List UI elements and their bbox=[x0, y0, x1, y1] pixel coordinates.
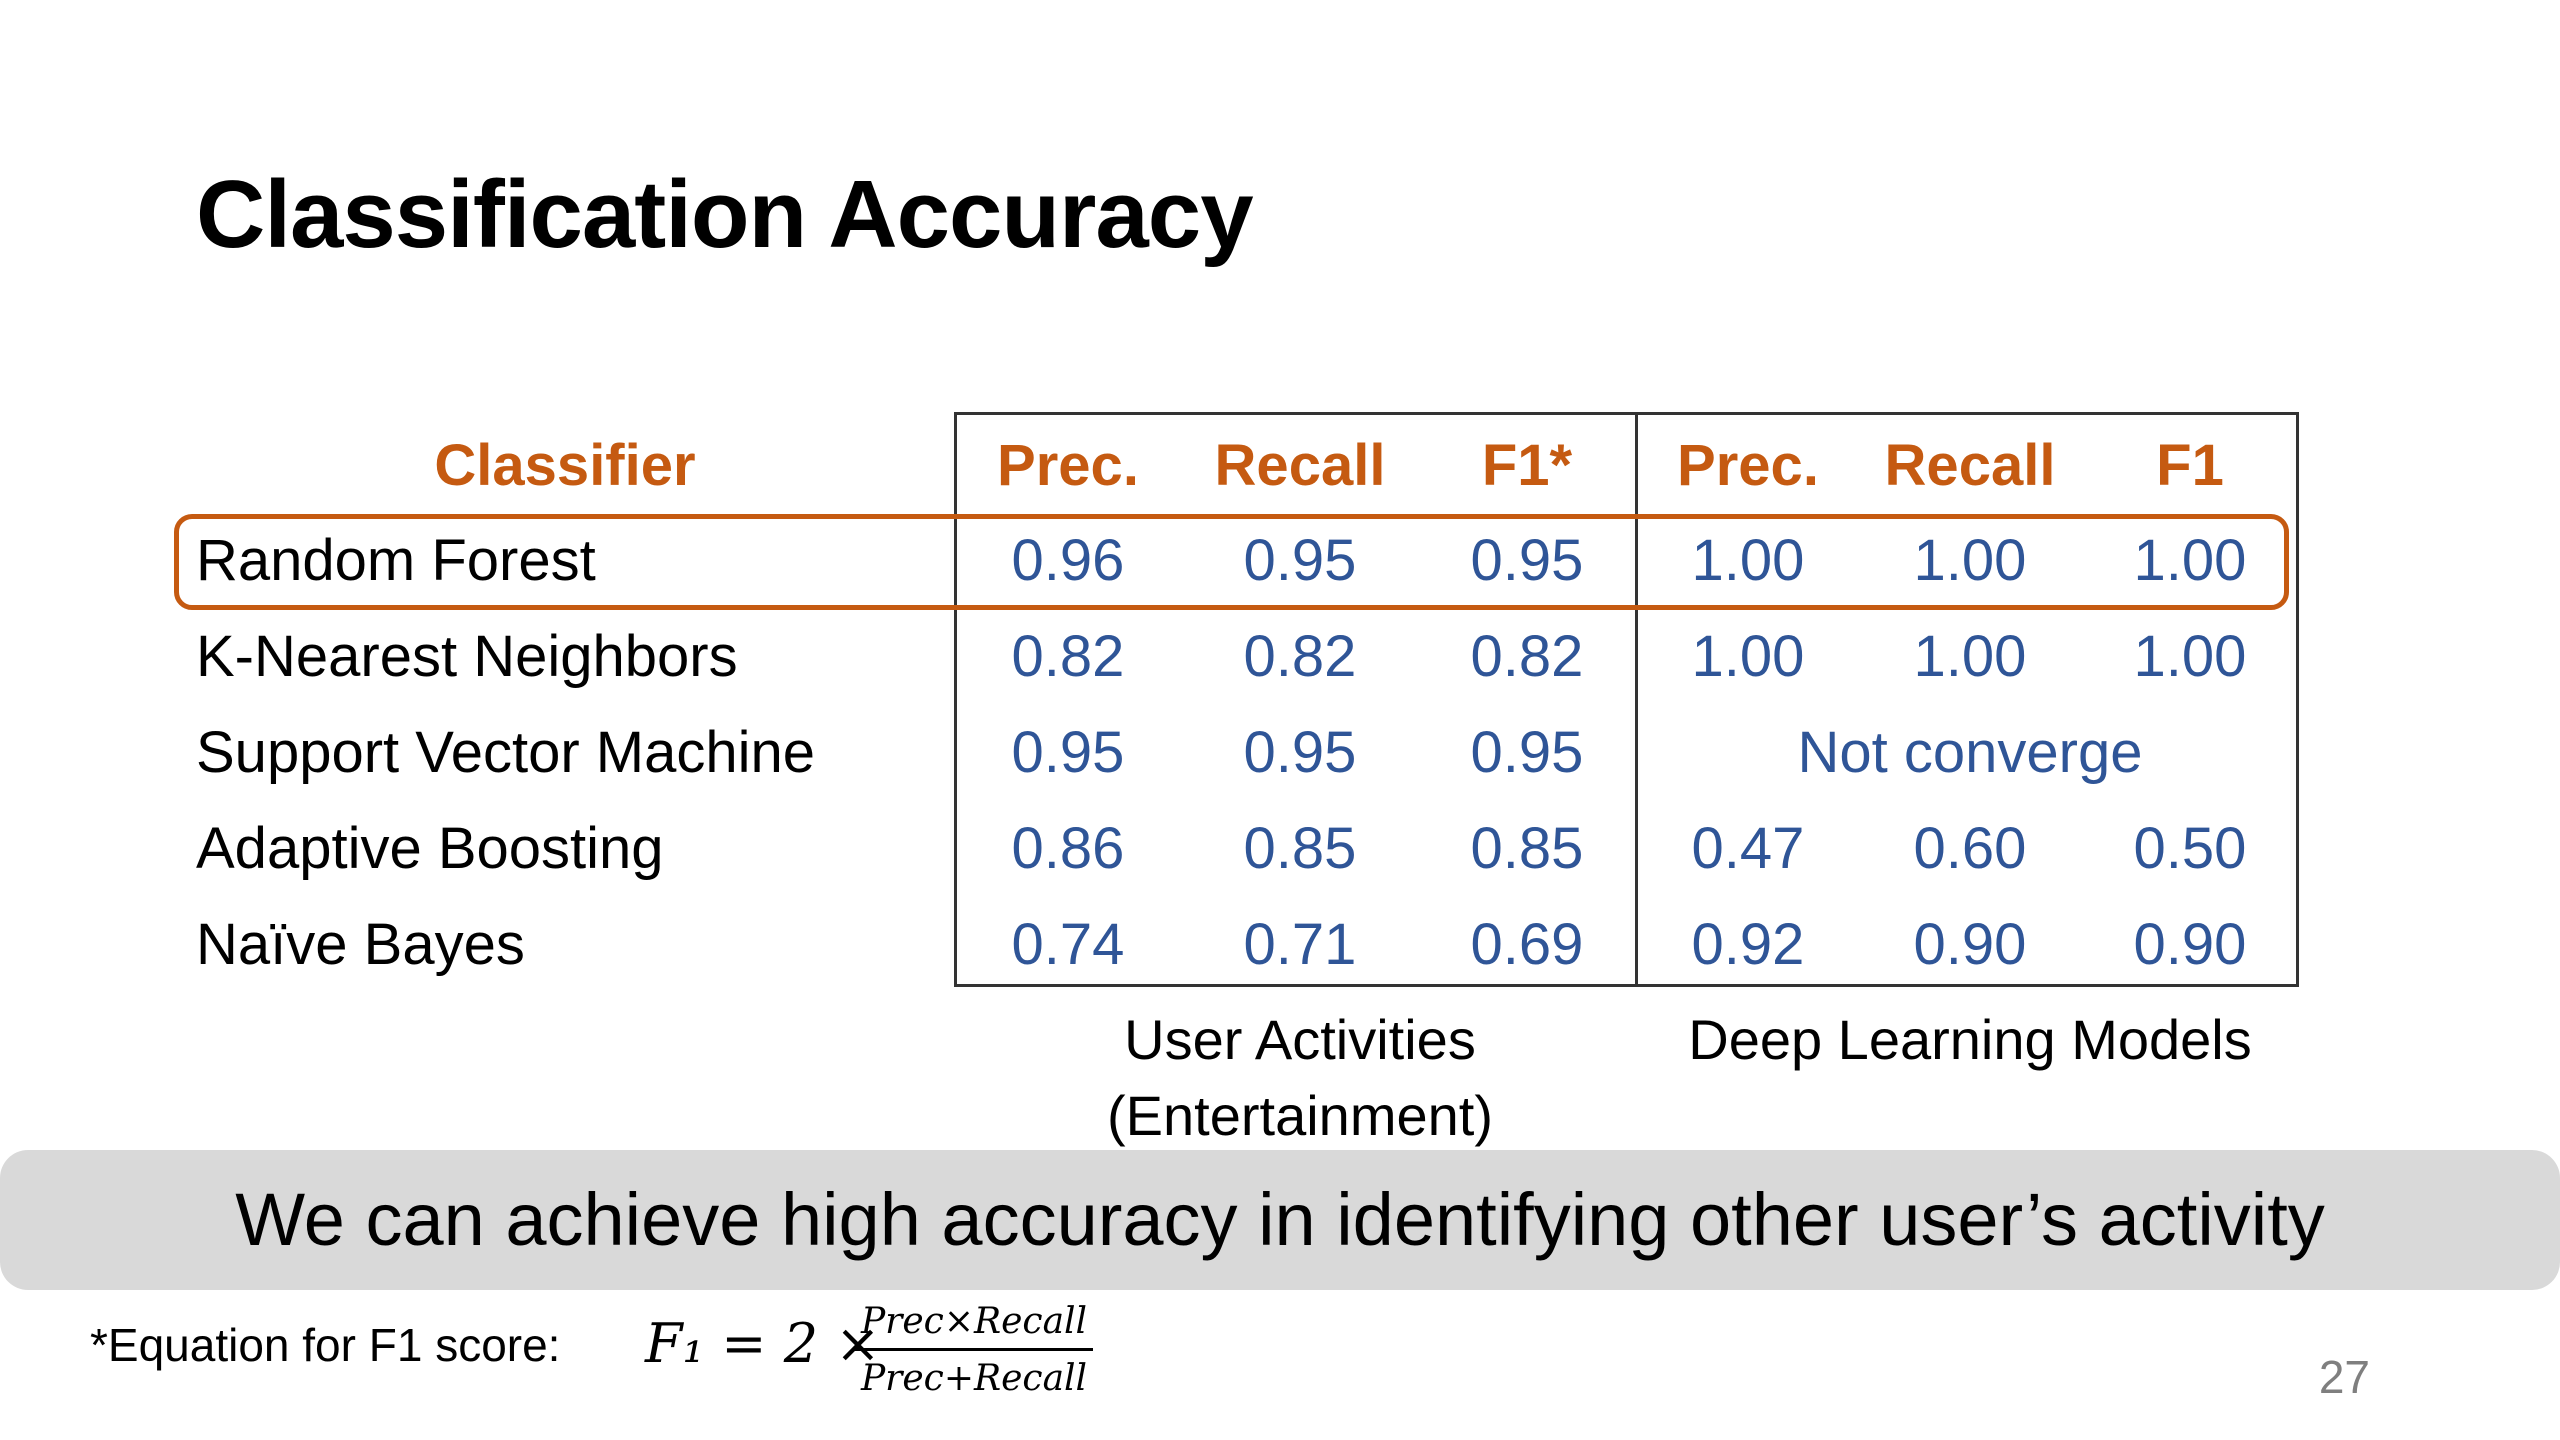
row-label-naive-bayes: Naïve Bayes bbox=[196, 912, 525, 977]
equation-denominator: Prec+Recall bbox=[860, 1358, 1088, 1399]
table-cell: 0.47 bbox=[1691, 816, 1805, 881]
slide-title: Classification Accuracy bbox=[196, 161, 1254, 268]
table-cell: 0.50 bbox=[2133, 816, 2247, 881]
table-cell: 1.00 bbox=[1691, 528, 1805, 593]
equation-numerator: Prec×Recall bbox=[855, 1296, 1093, 1351]
table-frame bbox=[954, 412, 2299, 987]
table-cell: 0.95 bbox=[1470, 720, 1584, 785]
takeaway-banner bbox=[0, 1150, 2560, 1290]
table-cell: 0.82 bbox=[1011, 624, 1125, 689]
row-label-svm: Support Vector Machine bbox=[196, 720, 816, 785]
deep-learning-group-label: Deep Learning Models bbox=[1688, 1008, 2252, 1071]
equation-lhs: F₁ = 2 × bbox=[645, 1312, 881, 1375]
table-cell: 0.90 bbox=[2133, 912, 2247, 977]
ua-recall-header: Recall bbox=[1214, 433, 1386, 498]
takeaway-text: We can achieve high accuracy in identify… bbox=[235, 1178, 2325, 1261]
table-cell: 0.86 bbox=[1011, 816, 1125, 881]
page-number: 27 bbox=[2318, 1351, 2370, 1403]
ua-f1-header: F1* bbox=[1481, 433, 1573, 498]
row-label-adaboost: Adaptive Boosting bbox=[196, 816, 664, 881]
row-label-knn: K-Nearest Neighbors bbox=[196, 624, 738, 689]
table-cell: 0.82 bbox=[1470, 624, 1584, 689]
table-cell: 1.00 bbox=[1913, 624, 2027, 689]
random-forest-highlight bbox=[174, 514, 2289, 610]
table-cell: 0.69 bbox=[1470, 912, 1584, 977]
table-cell: 0.95 bbox=[1243, 528, 1357, 593]
table-cell: 0.71 bbox=[1243, 912, 1357, 977]
ua-precision-header: Prec. bbox=[997, 433, 1139, 498]
table-cell: 0.60 bbox=[1913, 816, 2027, 881]
table-divider bbox=[1635, 412, 1638, 987]
table-cell: 0.92 bbox=[1691, 912, 1805, 977]
table-cell: 0.74 bbox=[1011, 912, 1125, 977]
dl-f1-header: F1 bbox=[2156, 433, 2224, 498]
table-cell: 0.85 bbox=[1243, 816, 1357, 881]
user-activities-label-line2: (Entertainment) bbox=[1107, 1084, 1493, 1147]
not-converge-note: Not converge bbox=[1797, 720, 2143, 785]
table-cell: 0.96 bbox=[1011, 528, 1125, 593]
dl-recall-header: Recall bbox=[1884, 433, 2056, 498]
table-cell: 1.00 bbox=[1913, 528, 2027, 593]
table-cell: 0.90 bbox=[1913, 912, 2027, 977]
table-cell: 1.00 bbox=[1691, 624, 1805, 689]
row-label-random-forest: Random Forest bbox=[196, 528, 596, 593]
table-cell: 0.95 bbox=[1470, 528, 1584, 593]
equation-fraction: Prec×Recall Prec+Recall bbox=[855, 1296, 1093, 1403]
classifier-header: Classifier bbox=[434, 433, 696, 498]
user-activities-group-label: User Activities (Entertainment) bbox=[1050, 1002, 1550, 1154]
table-cell: 0.95 bbox=[1011, 720, 1125, 785]
table-cell: 0.85 bbox=[1470, 816, 1584, 881]
user-activities-label-line1: User Activities bbox=[1124, 1008, 1476, 1071]
table-cell: 1.00 bbox=[2133, 528, 2247, 593]
footnote-label: *Equation for F1 score: bbox=[90, 1319, 561, 1371]
table-cell: 0.82 bbox=[1243, 624, 1357, 689]
table-cell: 1.00 bbox=[2133, 624, 2247, 689]
table-cell: 0.95 bbox=[1243, 720, 1357, 785]
dl-precision-header: Prec. bbox=[1677, 433, 1819, 498]
